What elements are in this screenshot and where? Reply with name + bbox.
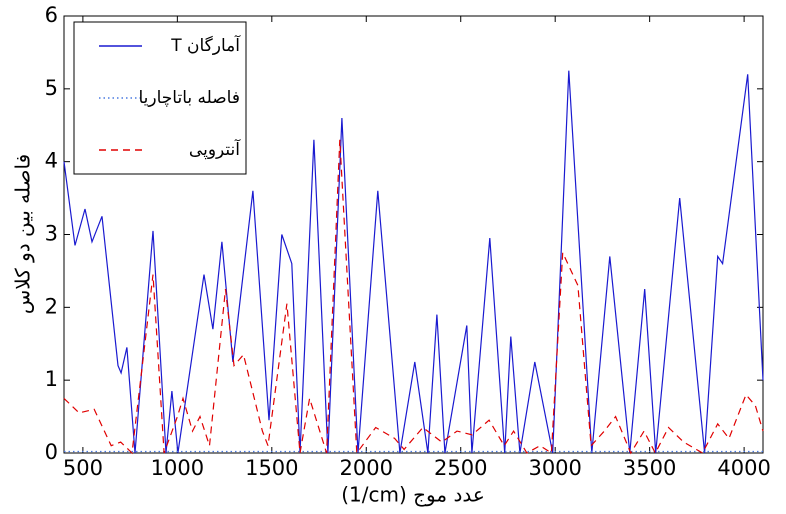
x-tick-label: 500 [63,456,103,480]
series-line [63,139,764,455]
x-tick-label: 1000 [151,456,204,480]
x-axis-label: (1/cm) عدد موج [341,483,485,507]
legend-label: T آمارگان [170,34,241,56]
x-tick-label: 4000 [717,456,770,480]
y-tick-label: 0 [45,440,58,464]
y-tick-label: 2 [45,294,58,318]
legend-label: آنتروپی [189,138,241,160]
legend-label: فاصله باتاچاریا [138,88,240,108]
x-tick-label: 3500 [623,456,676,480]
x-tick-label: 2500 [434,456,487,480]
x-tick-label: 1500 [245,456,298,480]
y-tick-label: 1 [45,367,58,391]
y-tick-label: 3 [45,222,58,246]
x-tick-label: 3000 [528,456,581,480]
y-axis-label: فاصله بین دو کلاس [11,154,35,314]
x-tick-label: 2000 [340,456,393,480]
y-tick-label: 4 [45,149,58,173]
y-tick-label: 5 [45,76,58,100]
series-line [63,70,764,454]
legend-box [73,21,247,175]
y-tick-label: 6 [45,3,58,27]
